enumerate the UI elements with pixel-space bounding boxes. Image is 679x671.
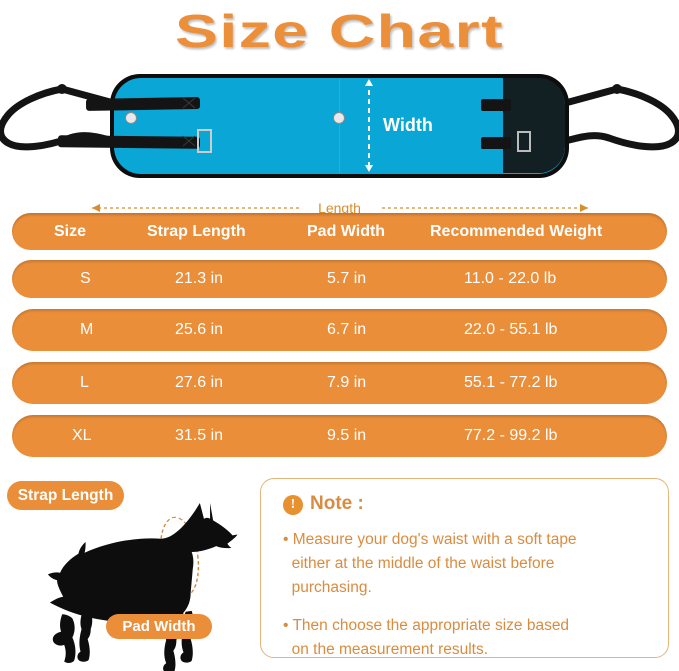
svg-text:Width: Width bbox=[383, 115, 433, 135]
